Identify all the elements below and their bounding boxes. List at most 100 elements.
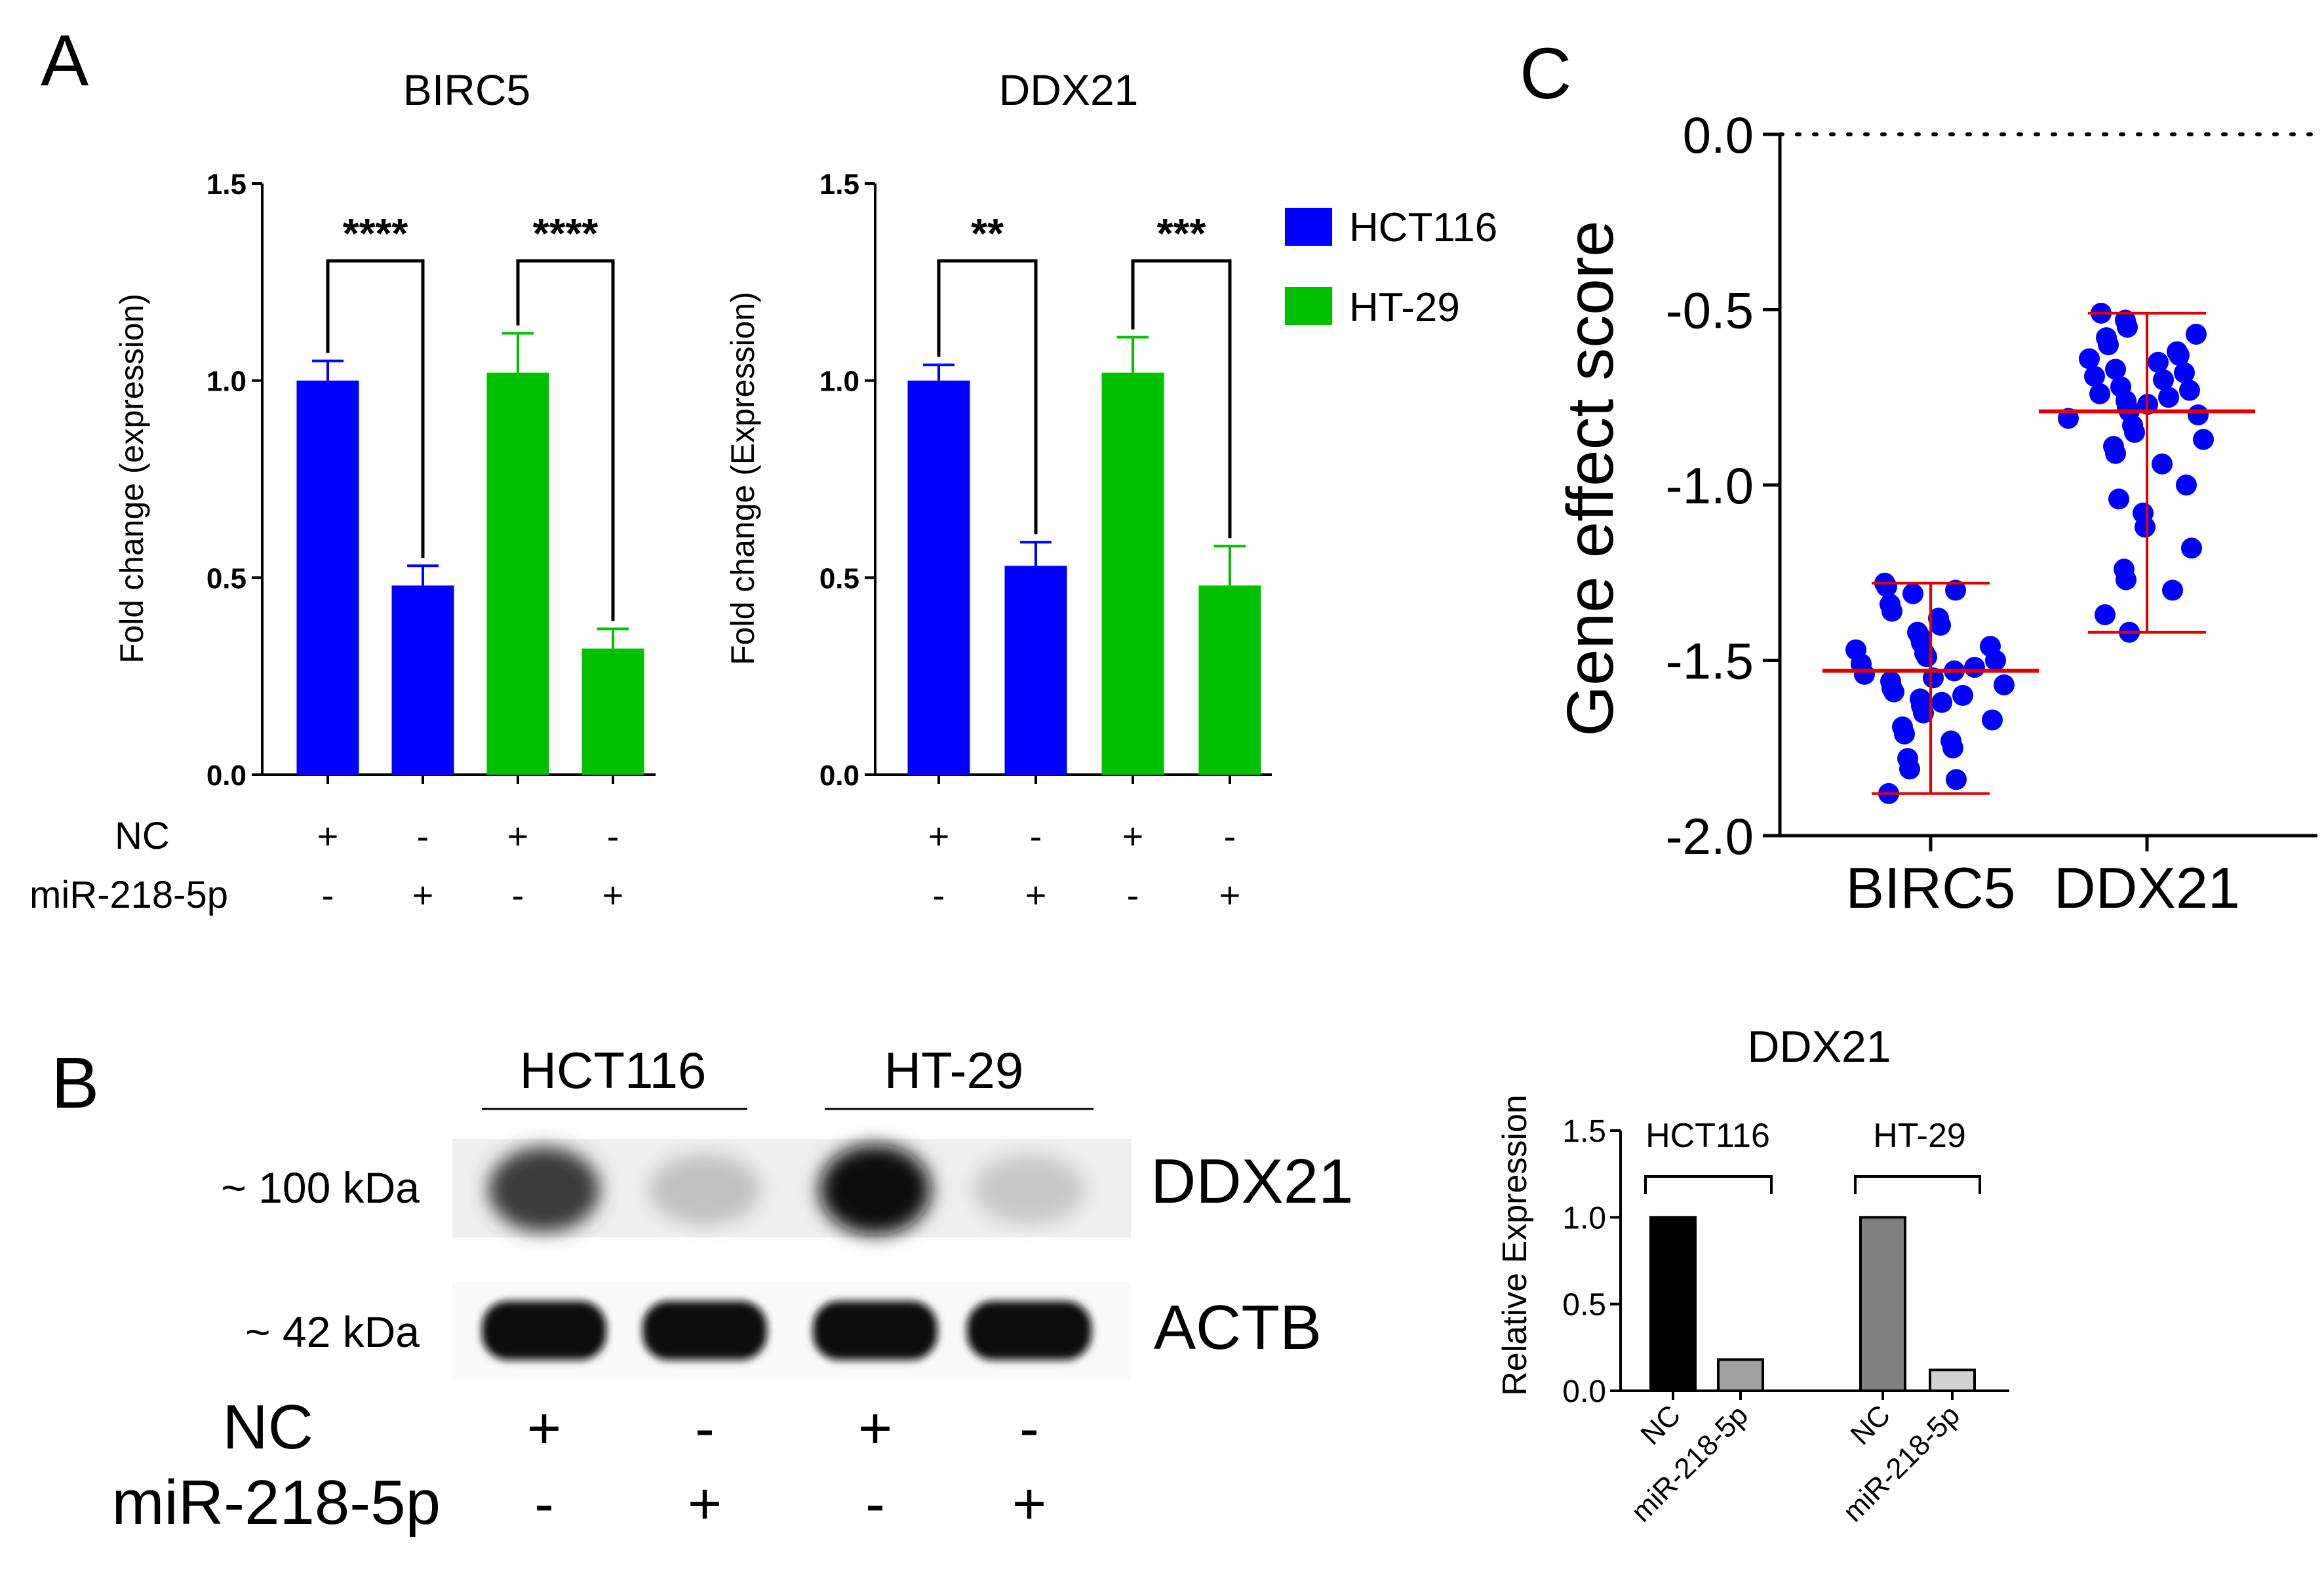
nc-sign: - <box>417 815 429 857</box>
group-bracket <box>1854 1175 1981 1194</box>
nc-sign: + <box>527 1396 562 1462</box>
cell-line-label-ht29: HT-29 <box>884 1041 1023 1099</box>
data-point <box>2105 359 2126 380</box>
data-point <box>2124 421 2145 443</box>
data-point <box>1876 576 1897 598</box>
band-size-actb: ~ 42 kDa <box>245 1308 420 1356</box>
data-point <box>1945 579 1966 601</box>
y-tick-label: 0.0 <box>1562 1374 1606 1409</box>
y-tick-label: 0.5 <box>1562 1288 1606 1323</box>
western-blot: HCT116 HT-29 ~ 100 kDa ~ 42 kDa DDX21 AC… <box>111 1041 1353 1538</box>
data-point <box>1982 709 2003 731</box>
data-point <box>2158 387 2179 408</box>
nc-sign: - <box>1224 815 1236 857</box>
bar <box>391 585 454 775</box>
group-bracket <box>1644 1175 1773 1194</box>
mir-sign: - <box>512 874 524 916</box>
data-point <box>2179 379 2200 401</box>
significance-stars: **** <box>533 210 599 257</box>
mir-sign: - <box>534 1471 554 1537</box>
bar <box>1929 1369 1976 1392</box>
data-point <box>2153 369 2174 391</box>
data-point <box>2188 404 2209 425</box>
y-axis-label: Gene effect score <box>1554 220 1627 737</box>
cell-line-label-hct116: HCT116 <box>520 1041 707 1099</box>
data-point <box>1881 600 1902 622</box>
bar <box>1004 566 1067 775</box>
bar <box>296 380 359 775</box>
row-label-nc: NC <box>222 1392 313 1462</box>
x-tick-label: NC <box>1844 1399 1897 1451</box>
data-point <box>2098 334 2119 355</box>
blot-band <box>974 1155 1085 1224</box>
y-tick-label: 1.0 <box>1562 1201 1606 1235</box>
mir-sign: + <box>1219 874 1241 916</box>
data-point <box>2105 442 2126 464</box>
data-point <box>2079 348 2100 370</box>
data-point <box>2117 317 2138 338</box>
mir-sign: + <box>412 874 434 916</box>
data-point <box>1854 663 1875 685</box>
significance-stars: *** <box>1157 210 1206 257</box>
data-point <box>1894 723 1915 745</box>
data-point <box>1931 691 1952 713</box>
y-tick-label: -0.5 <box>1666 282 1754 340</box>
blot-band <box>819 1144 931 1235</box>
significance-stars: ** <box>971 210 1004 257</box>
legend-label-hct116: HCT116 <box>1349 205 1497 250</box>
data-point <box>1994 674 2015 695</box>
chart-ddx21-relative-expression: DDX21 Relative Expression HCT116 HT-29 0… <box>1496 1022 2009 1528</box>
bar <box>1717 1358 1764 1393</box>
data-point <box>2193 429 2214 450</box>
treatment-table-a: NC miR-218-5p + - - + + - - + + - - + + - - + <box>30 815 1240 916</box>
y-tick-label: 0.0 <box>1683 106 1754 164</box>
y-tick-label: 0.5 <box>207 562 246 594</box>
data-point <box>1899 758 1920 780</box>
y-tick-label: 0.0 <box>819 760 859 792</box>
data-point <box>2116 569 2137 591</box>
data-point <box>1964 657 1985 678</box>
mir-sign: - <box>1127 874 1139 916</box>
y-axis-label: Relative Expression <box>1496 1095 1534 1396</box>
data-point <box>1985 650 2006 671</box>
group-label-hct116: HCT116 <box>1645 1117 1770 1155</box>
data-point <box>1930 615 1951 636</box>
chart-title: DDX21 <box>1747 1022 1891 1072</box>
legend-label-ht29: HT-29 <box>1349 285 1460 330</box>
panel-label-c: C <box>1520 33 1571 114</box>
y-axis-label: Fold change (Expression) <box>724 292 761 665</box>
data-point <box>2186 323 2207 345</box>
chart-birc5-fold-change: BIRC5 Fold change (expression) 0.0 0.5 1.0… <box>113 66 656 792</box>
bar <box>1649 1216 1697 1393</box>
data-point <box>2108 488 2129 510</box>
blot-band <box>488 1147 600 1232</box>
mir-sign: - <box>933 874 945 916</box>
band-protein-ddx21: DDX21 <box>1151 1146 1353 1216</box>
band-size-ddx21: ~ 100 kDa <box>221 1163 420 1212</box>
data-point <box>2176 475 2197 495</box>
y-tick-label: 0.5 <box>819 562 859 594</box>
data-point <box>1913 702 1934 724</box>
chart-title: DDX21 <box>999 66 1139 114</box>
chart-gene-effect-score: Gene effect score -2.0 -1.5 -1.0 -0.5 0.0 BIR… <box>1554 106 2323 920</box>
data-point <box>2174 362 2195 383</box>
mir-sign: + <box>1012 1471 1047 1537</box>
bar <box>1198 585 1261 775</box>
significance-stars: **** <box>343 210 408 257</box>
y-tick-label: 1.5 <box>207 168 246 201</box>
row-label-mir: miR-218-5p <box>30 874 228 916</box>
data-point <box>2169 345 2190 366</box>
y-tick-label: 1.0 <box>819 366 859 398</box>
mir-sign: + <box>602 874 624 916</box>
data-point <box>1902 583 1923 604</box>
nc-sign: + <box>858 1396 893 1462</box>
significance-bracket <box>326 259 425 558</box>
mir-sign: - <box>322 874 334 916</box>
y-tick-label: 1.5 <box>819 168 859 201</box>
data-point <box>1946 769 1967 790</box>
nc-sign: + <box>928 815 950 857</box>
blot-band <box>649 1154 760 1225</box>
y-tick-label: -2.0 <box>1666 807 1754 865</box>
data-point <box>1916 646 1937 668</box>
panel-label-b: B <box>51 1043 99 1123</box>
